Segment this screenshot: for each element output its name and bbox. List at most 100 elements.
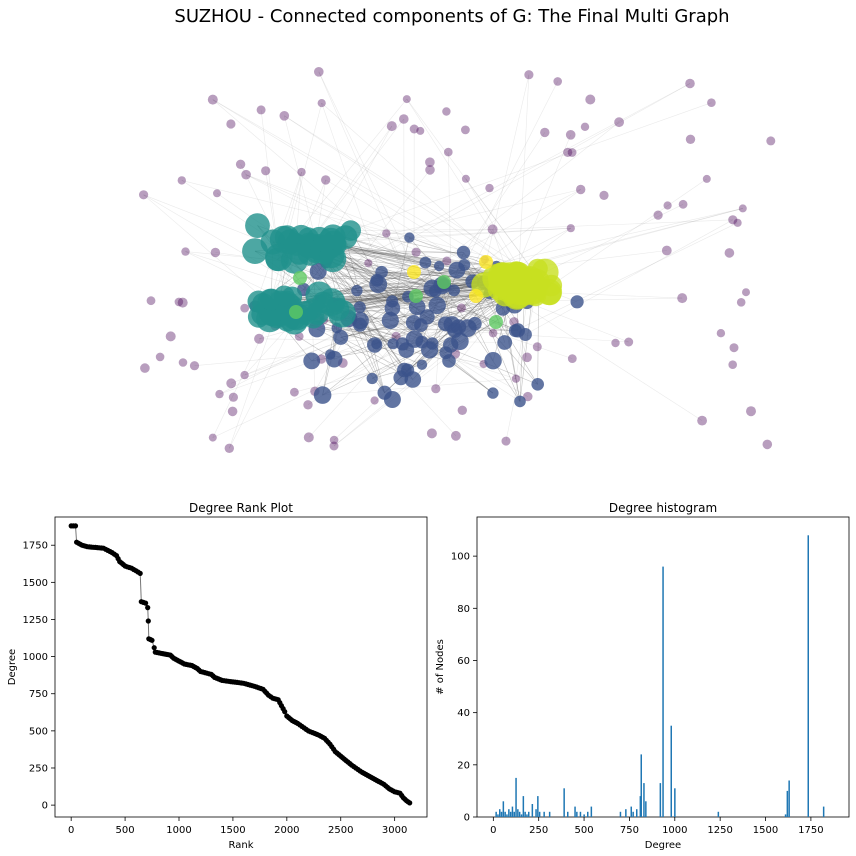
rank-point — [145, 605, 151, 611]
graph-node — [384, 300, 401, 317]
graph-node — [729, 343, 739, 353]
graph-node — [716, 329, 726, 338]
graph-edge — [396, 329, 455, 337]
graph-edge — [330, 227, 571, 241]
graph-node — [408, 298, 426, 316]
x-tick-label: 750 — [620, 825, 639, 836]
graph-edge — [289, 98, 408, 242]
histogram-bar — [640, 754, 642, 817]
graph-edge — [441, 285, 521, 402]
graph-node — [240, 303, 250, 313]
graph-edge — [406, 98, 550, 293]
graph-edge — [316, 328, 413, 380]
histogram-bar — [528, 811, 530, 817]
graph-edge — [278, 257, 528, 397]
graph-edge — [318, 71, 451, 346]
graph-node — [425, 157, 435, 167]
graph-node — [395, 337, 409, 351]
graph-edge — [332, 258, 444, 285]
histogram-bar — [543, 811, 545, 817]
y-tick-label: 750 — [29, 689, 48, 700]
graph-node — [510, 323, 525, 338]
graph-node — [456, 245, 471, 260]
graph-node — [736, 298, 746, 307]
graph-node — [207, 94, 218, 105]
graph-node — [567, 354, 577, 363]
x-tick-label: 1000 — [166, 825, 191, 836]
graph-node — [416, 359, 428, 370]
graph-node — [242, 238, 268, 264]
graph-node — [228, 392, 238, 402]
graph-node — [407, 265, 421, 279]
graph-node — [227, 406, 238, 417]
graph-node — [447, 322, 463, 338]
graph-edge — [331, 246, 473, 282]
histogram-bar — [625, 809, 627, 817]
histogram-x-label: Degree — [645, 840, 681, 851]
graph-node — [382, 229, 391, 238]
graph-edge — [376, 265, 497, 281]
graph-node — [320, 224, 346, 250]
graph-node — [181, 247, 190, 256]
histogram-bar — [717, 811, 720, 817]
graph-node — [261, 305, 282, 327]
histogram-bar — [822, 806, 825, 817]
graph-edge — [325, 249, 476, 324]
graph-node — [399, 114, 409, 124]
graph-node — [663, 201, 672, 210]
y-tick-label: 60 — [457, 656, 470, 667]
graph-node — [532, 342, 542, 352]
graph-node — [314, 67, 324, 77]
graph-node — [522, 352, 532, 363]
graph-node — [661, 245, 672, 256]
y-tick-label: 1250 — [23, 615, 48, 626]
graph-node — [325, 350, 343, 368]
graph-node — [213, 189, 221, 198]
graph-edge — [425, 262, 494, 334]
rank-point — [407, 800, 413, 806]
y-tick-label: 80 — [457, 604, 470, 615]
graph-node — [254, 333, 265, 344]
graph-node — [766, 136, 776, 146]
graph-node — [685, 134, 696, 144]
graph-node — [487, 387, 499, 399]
graph-node — [317, 99, 326, 108]
rank-point — [143, 600, 149, 606]
histogram-bar — [518, 811, 521, 817]
graph-node — [738, 204, 747, 213]
histogram-bar — [786, 790, 789, 817]
graph-node — [224, 443, 234, 453]
graph-node — [697, 415, 707, 426]
graph-node — [442, 256, 452, 266]
graph-edge — [332, 102, 712, 238]
graph-node — [226, 378, 237, 389]
graph-node — [746, 406, 756, 417]
graph-node — [240, 370, 249, 380]
x-tick-label: 3000 — [382, 825, 407, 836]
graph-node — [570, 295, 584, 309]
graph-node — [409, 124, 419, 134]
graph-node — [426, 337, 439, 350]
graph-node — [404, 232, 415, 243]
x-tick-label: 0 — [490, 825, 496, 836]
x-tick-label: 1750 — [798, 825, 823, 836]
graph-node — [457, 303, 466, 313]
graph-node — [155, 352, 165, 362]
graph-node — [290, 387, 299, 397]
graph-edge — [219, 281, 537, 395]
graph-edge — [386, 233, 417, 297]
graph-node — [565, 130, 576, 140]
x-tick-label: 1250 — [707, 825, 732, 836]
graph-node — [419, 256, 432, 269]
histogram-bar — [513, 811, 515, 817]
y-tick-label: 1750 — [23, 541, 48, 552]
graph-node — [482, 264, 511, 293]
histogram-bar — [497, 814, 499, 817]
histogram-bar — [643, 783, 645, 817]
graph-edge — [212, 99, 518, 277]
histogram-bar — [583, 814, 585, 817]
histogram-bar — [531, 804, 534, 817]
graph-node — [458, 319, 477, 337]
graph-node — [488, 328, 498, 338]
graph-node — [411, 247, 421, 257]
